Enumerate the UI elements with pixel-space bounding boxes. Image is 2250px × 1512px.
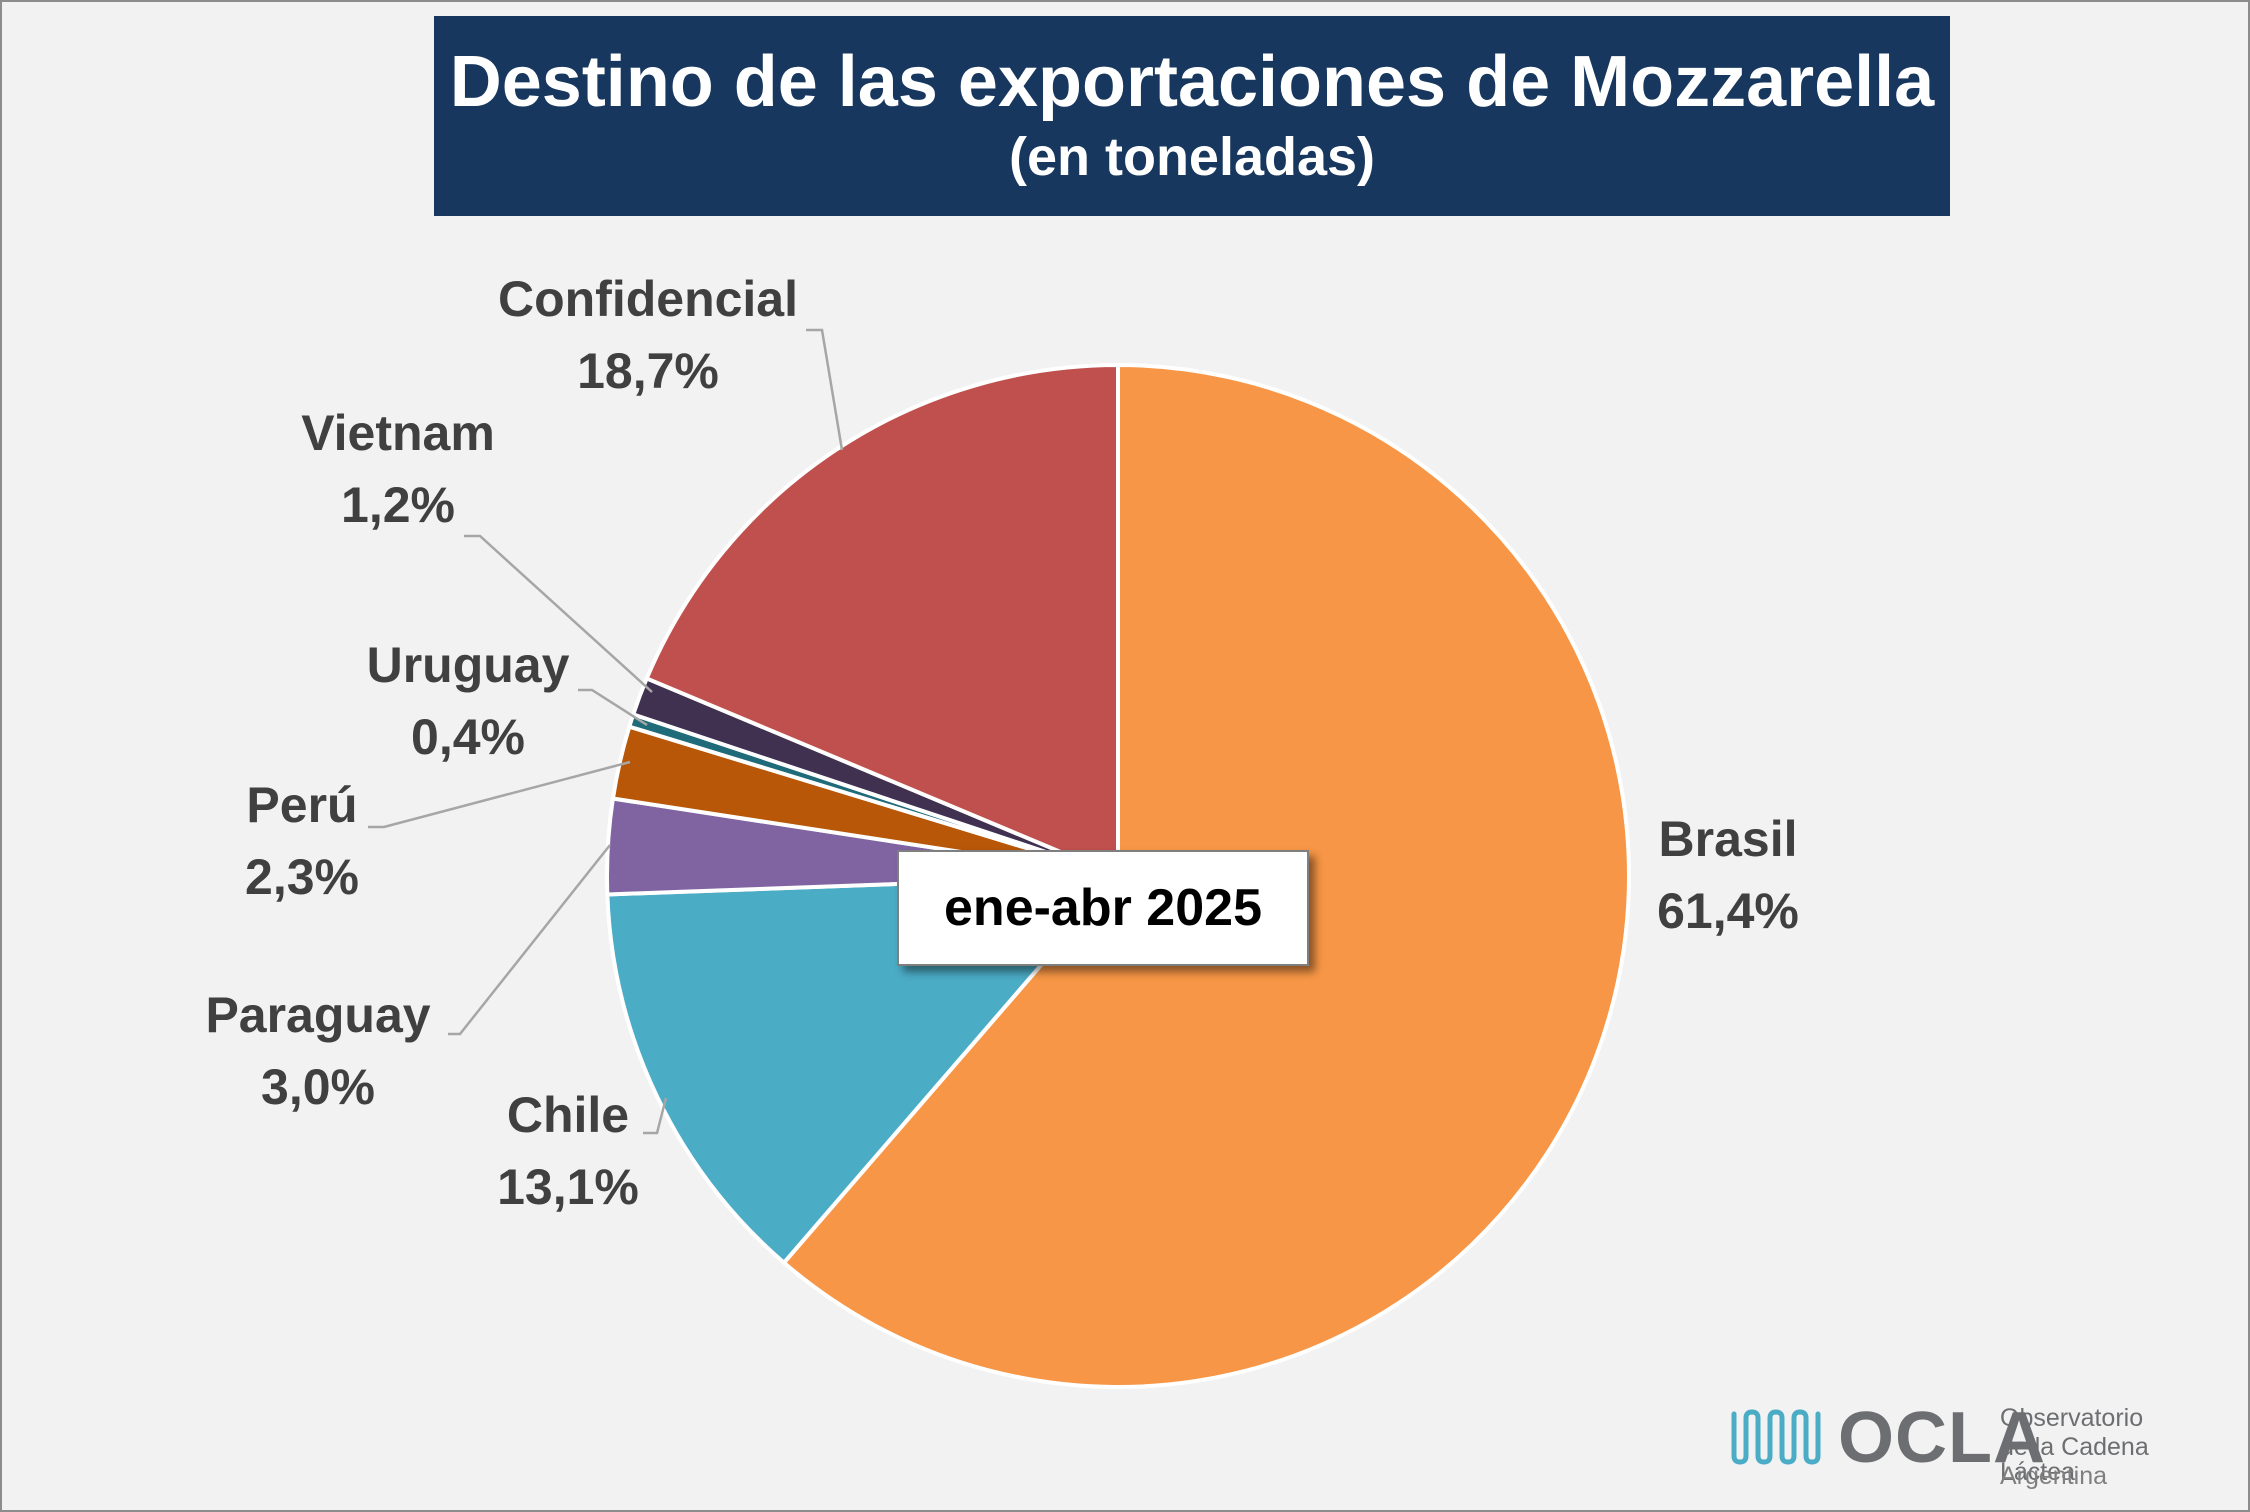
pie-slice-chile [605,874,1120,1265]
logo-text-line2: de la Cadena Láctea [2000,1433,2149,1486]
chart-title: Destino de las exportaciones de Mozzarel… [449,41,1935,122]
leader-line [643,1097,668,1135]
chart-subtitle: (en toneladas) [1008,126,1376,187]
slice-label-name: Confidencial [498,271,798,327]
period-label: ene-abr 2025 [897,850,1309,966]
slice-label-name: Uruguay [367,637,570,693]
slice-label-value: 2,3% [245,849,359,905]
slice-label-name: Brasil [1659,811,1798,867]
leader-line [464,534,653,693]
slice-label-name: Perú [246,777,357,833]
slice-label-value: 0,4% [411,709,525,765]
slice-label-name: Vietnam [301,405,495,461]
slice-label-value: 1,2% [341,477,455,533]
leader-line [448,844,611,1036]
logo-text-line1: Observatorio [2000,1404,2144,1432]
leader-line [368,760,631,829]
slice-label-name: Paraguay [205,987,430,1043]
slice-label-value: 3,0% [261,1059,375,1115]
title-banner: Destino de las exportaciones de Mozzarel… [434,16,1950,216]
leader-lines [368,328,844,1135]
slice-label-value: 61,4% [1657,883,1799,939]
slice-label-name: Chile [507,1087,629,1143]
milk-wave-icon [1731,1409,1821,1465]
leader-line [578,688,648,727]
logo-acronym: OCLA [1838,1398,2046,1478]
slice-labels: Brasil 61,4% Chile 13,1% Paraguay 3,0% Perú 2,3… [205,271,1798,1215]
ocla-logo: OCLA Observatorio de la Cadena Láctea Ar… [1730,1398,2230,1498]
leader-line [806,328,844,451]
logo-text-line3: Argentina [2000,1462,2108,1490]
pie-slice-confidencial [644,363,1120,878]
slice-label-value: 13,1% [497,1159,639,1215]
slice-label-value: 18,7% [577,343,719,399]
